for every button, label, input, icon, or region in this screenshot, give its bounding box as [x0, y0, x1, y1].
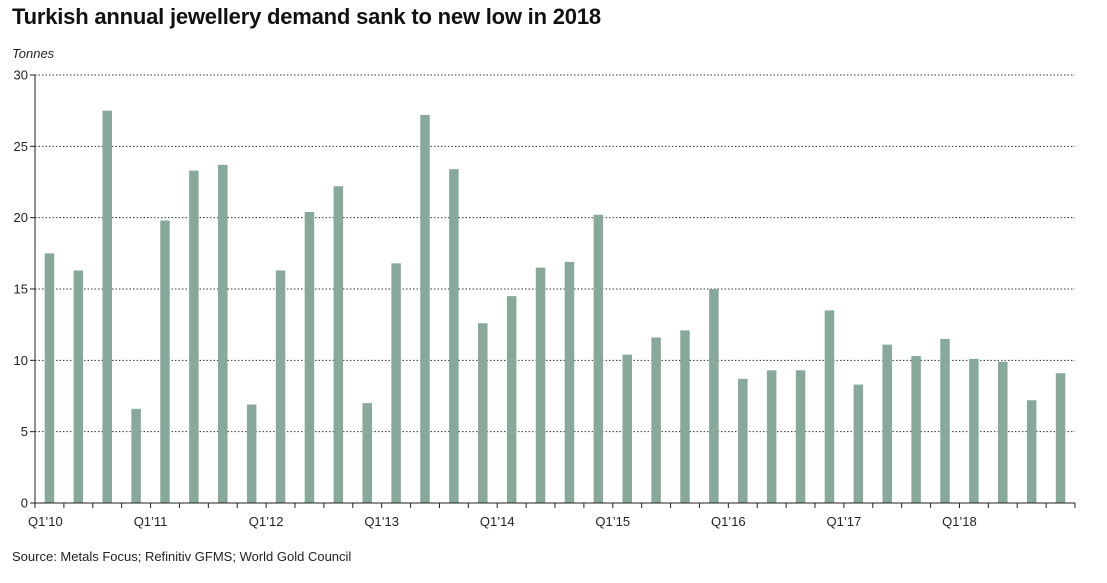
bar-Q2-13	[420, 114, 430, 504]
bar-Q1-16	[738, 378, 748, 503]
bar-Q1-13	[391, 263, 401, 503]
bar-Q2-17	[882, 344, 892, 503]
x-tick-label-8: Q1’18	[942, 514, 977, 529]
x-tick-label-0: Q1’10	[28, 514, 63, 529]
bar-Q4-14	[593, 214, 604, 503]
bar-Q2-11	[189, 170, 199, 503]
bar-Q1-11	[160, 220, 170, 503]
bar-Q2-16	[766, 370, 777, 503]
y-tick-label-30: 30	[14, 68, 28, 83]
y-tick-label-20: 20	[14, 210, 28, 225]
bar-Q1-18	[969, 358, 979, 503]
bar-Q3-18	[1026, 400, 1037, 503]
x-tick-label-3: Q1’13	[364, 514, 399, 529]
bar-Q2-18	[998, 361, 1008, 503]
bar-Q4-16	[824, 310, 835, 503]
bars	[44, 110, 1066, 504]
x-axis-ticks: Q1’10 Q1’11 Q1’12 Q1’13 Q1’14 Q1’15 Q1’16 Q1’17…	[28, 503, 1076, 529]
y-axis-unit-label: Tonnes	[12, 46, 55, 61]
bar-Q3-14	[564, 261, 575, 503]
bar-Q2-14	[535, 267, 546, 503]
bar-Q3-13	[449, 169, 459, 503]
x-tick-label-1: Q1’11	[134, 514, 168, 529]
bar-Q1-17	[853, 384, 864, 503]
bar-Q2-10	[73, 270, 84, 503]
bar-Q1-15	[622, 354, 632, 503]
bar-Q4-17	[940, 338, 950, 503]
bar-Q1-14	[506, 296, 517, 503]
bar-Q1-10	[44, 253, 55, 503]
x-tick-label-2: Q1’12	[249, 514, 284, 529]
bar-Q1-12	[275, 270, 286, 503]
chart-title: Turkish annual jewellery demand sank to …	[12, 4, 601, 29]
y-tick-label-10: 10	[14, 353, 28, 368]
bar-Q3-11	[218, 164, 228, 503]
bar-Q4-13	[478, 323, 488, 503]
y-tick-label-0: 0	[21, 496, 28, 511]
bar-Q3-16	[795, 370, 806, 503]
y-axis-ticks: 0 5 10 15 20 25 30	[14, 68, 35, 511]
x-tick-label-4: Q1’14	[480, 514, 515, 529]
source-note: Source: Metals Focus; Refinitiv GFMS; Wo…	[12, 549, 352, 564]
bar-Q4-10	[131, 408, 141, 503]
bar-Q3-12	[333, 186, 344, 503]
bar-Q2-15	[651, 337, 661, 503]
y-tick-label-5: 5	[21, 424, 28, 439]
bar-Q4-15	[709, 289, 719, 503]
bar-Q3-15	[680, 330, 690, 503]
bar-Q3-10	[102, 110, 112, 504]
y-tick-label-15: 15	[14, 282, 28, 297]
bar-Q4-11	[246, 404, 257, 503]
bar-Q4-12	[362, 403, 372, 503]
y-tick-label-25: 25	[14, 139, 28, 154]
x-tick-label-5: Q1’15	[595, 514, 630, 529]
bar-Q2-12	[304, 211, 315, 503]
x-tick-label-7: Q1’17	[827, 514, 862, 529]
bar-Q3-17	[911, 356, 921, 503]
x-tick-label-6: Q1’16	[711, 514, 746, 529]
bar-Q4-18	[1055, 373, 1066, 503]
